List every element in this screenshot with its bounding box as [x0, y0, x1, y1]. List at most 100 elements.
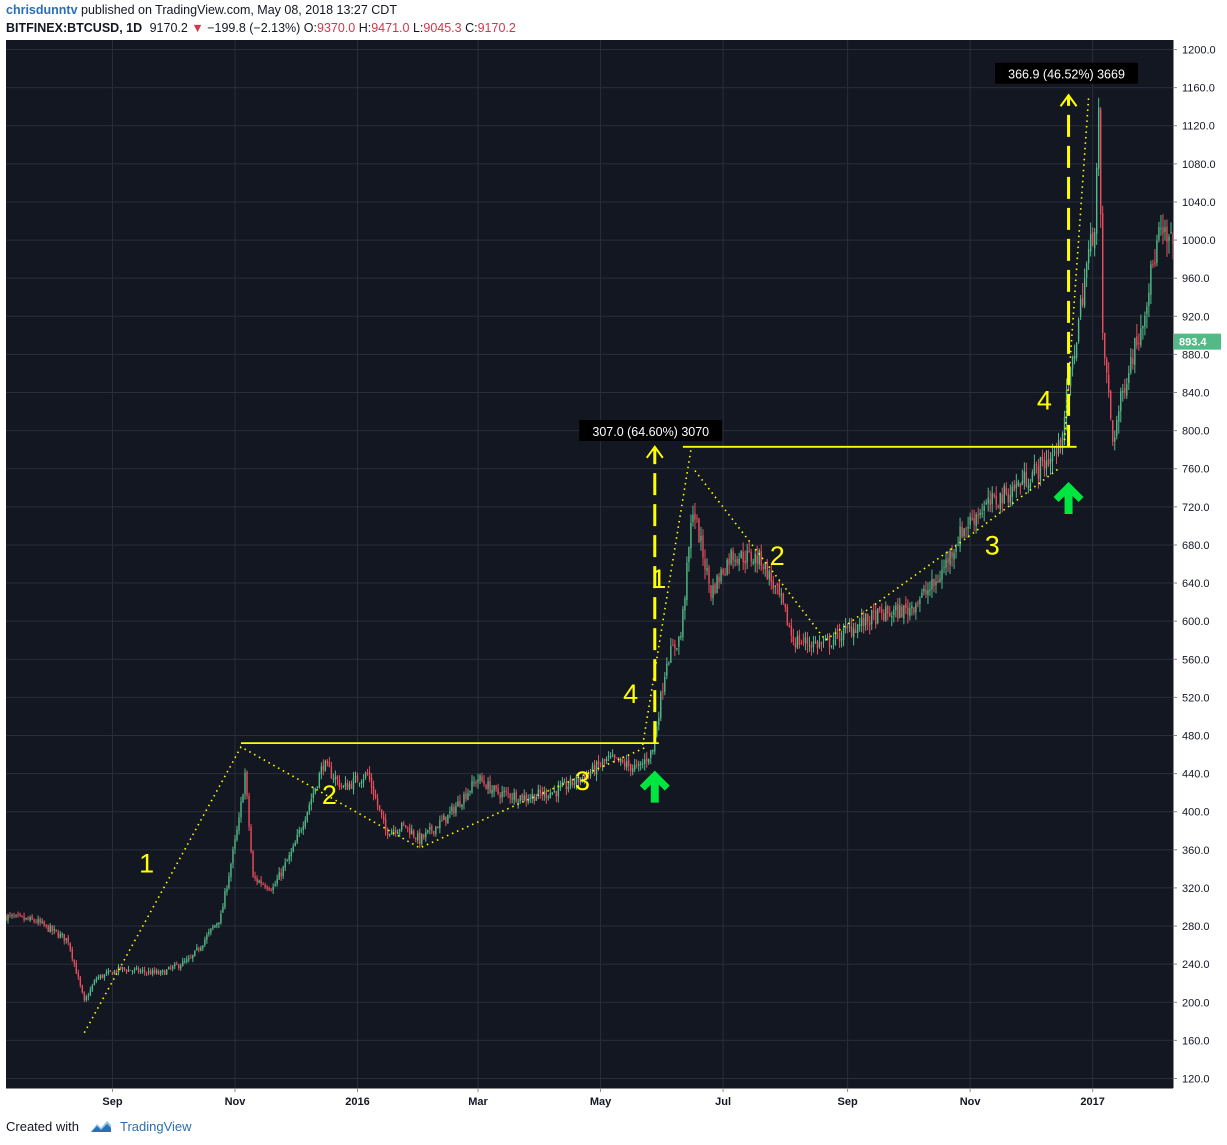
wave-label[interactable]: 3 [985, 530, 1000, 560]
candle-body [196, 947, 198, 950]
candle-body [650, 750, 652, 758]
x-tick-label: Jul [715, 1096, 731, 1108]
wave-label[interactable]: 1 [139, 849, 154, 879]
tradingview-link[interactable]: TradingView [120, 1119, 192, 1134]
candle-body [899, 605, 901, 618]
candle-body [292, 846, 294, 852]
author-link[interactable]: chrisdunntv [6, 3, 78, 17]
wave-label[interactable]: 2 [770, 541, 785, 571]
x-tick-label: Sep [102, 1096, 122, 1108]
candle-body [931, 579, 933, 590]
candle-body [696, 517, 698, 519]
candle-body [975, 514, 977, 526]
candle-body [680, 636, 682, 638]
candle-body [310, 799, 313, 805]
wave-path[interactable] [83, 745, 648, 1034]
candle-body [7, 915, 9, 921]
candle-body [29, 917, 31, 921]
candle-body [198, 948, 200, 951]
wave-label[interactable]: 4 [1037, 386, 1052, 416]
wave-path[interactable] [694, 468, 1059, 642]
measure-label[interactable]: 366.9 (46.52%) 3669 [995, 62, 1139, 84]
candle-body [31, 916, 33, 920]
plot-area[interactable] [6, 40, 1173, 1088]
candle-body [338, 779, 341, 788]
candle-body [220, 913, 222, 924]
low-label: L: [412, 21, 424, 35]
candle-body [937, 581, 939, 583]
candle-body [704, 559, 706, 570]
candle-body [300, 830, 302, 832]
candle-body [163, 970, 166, 975]
candle-body [276, 879, 278, 884]
candle-body [1158, 227, 1160, 240]
candle-body [1124, 387, 1126, 393]
candle-body [971, 517, 973, 520]
candle-body [820, 642, 823, 644]
candle-body [1009, 495, 1012, 503]
candle-body [431, 826, 433, 832]
candle-body [218, 922, 220, 925]
entry-arrow-icon[interactable] [1053, 481, 1084, 514]
wave-label[interactable]: 1 [651, 564, 666, 594]
entry-arrow-icon[interactable] [639, 770, 670, 803]
candle-body [1085, 263, 1088, 278]
candle-body [830, 645, 833, 647]
candle-body [270, 890, 272, 892]
candle-body [1017, 481, 1020, 486]
candle-body [272, 886, 274, 891]
candle-body [782, 593, 785, 603]
measure-label-box [995, 62, 1139, 84]
measure-label[interactable]: 307.0 (64.60%) 3070 [579, 420, 723, 442]
candle-body [589, 772, 592, 776]
candle-body [143, 970, 146, 973]
wave-label[interactable]: 3 [575, 766, 590, 796]
candle-body [334, 776, 337, 780]
projection-path[interactable] [1063, 97, 1090, 441]
candle-body [1130, 357, 1132, 373]
candle-body [640, 763, 642, 765]
candle-body [360, 781, 363, 784]
candle-body [477, 779, 479, 783]
candle-body [1047, 459, 1050, 466]
last-price: 9170.2 [149, 21, 188, 35]
candle-body [953, 552, 955, 560]
candle-body [738, 558, 740, 565]
candle-body [599, 765, 602, 767]
candle-body [224, 891, 226, 908]
wave-label[interactable]: 2 [322, 780, 337, 810]
published-text: published on TradingView.com, May 08, 20… [81, 3, 397, 17]
high-label: H: [358, 21, 372, 35]
symbol-label: BITFINEX:BTCUSD, 1D [6, 21, 143, 35]
candle-body [957, 545, 959, 547]
tradingview-logo-icon [90, 1121, 111, 1132]
price-chart[interactable]: 307.0 (64.60%) 3070 366.9 (46.52%) 3669 1 2… [6, 40, 1221, 1111]
candle-body [362, 779, 365, 783]
candle-body [330, 766, 333, 779]
wave-label[interactable]: 4 [623, 679, 638, 709]
candle-body [627, 759, 630, 766]
candle-body [836, 629, 839, 631]
candle-body [549, 792, 552, 799]
projection-path[interactable] [641, 449, 692, 746]
y-tick-label: 880.0 [1182, 349, 1210, 361]
candle-body [11, 914, 13, 916]
candle-body [180, 965, 182, 969]
candle-body [425, 832, 427, 838]
candle-body [1031, 472, 1034, 482]
candle-body [790, 625, 793, 636]
candle-body [25, 917, 27, 920]
candle-body [234, 839, 236, 849]
candle-body [210, 928, 212, 933]
candle-body [615, 757, 618, 759]
candle-body [814, 641, 817, 643]
candle-body [212, 926, 214, 929]
candle-body [873, 611, 875, 613]
candle-body [648, 759, 650, 763]
candle-body [527, 799, 529, 802]
candle-body [684, 598, 686, 611]
y-tick-label: 800.0 [1182, 426, 1210, 438]
candle-body [832, 639, 835, 645]
candle-body [1089, 233, 1092, 252]
y-tick-label: 840.0 [1182, 388, 1210, 400]
